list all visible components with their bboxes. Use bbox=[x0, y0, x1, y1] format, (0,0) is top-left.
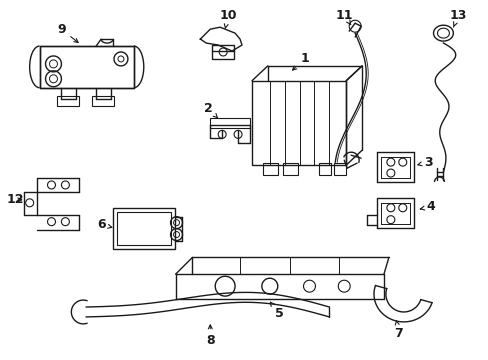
Bar bbox=[57, 96, 79, 105]
Bar bbox=[334, 163, 346, 175]
Bar bbox=[251, 81, 346, 165]
Bar bbox=[212, 45, 234, 59]
Bar bbox=[92, 96, 114, 105]
Text: 4: 4 bbox=[420, 200, 434, 213]
Bar bbox=[113, 208, 174, 249]
Text: 8: 8 bbox=[205, 325, 214, 347]
Text: 12: 12 bbox=[7, 193, 24, 206]
Text: 10: 10 bbox=[219, 9, 236, 28]
Bar bbox=[117, 212, 170, 246]
Text: 6: 6 bbox=[97, 218, 112, 231]
Text: 11: 11 bbox=[335, 9, 352, 24]
Bar bbox=[263, 163, 277, 175]
Text: 3: 3 bbox=[417, 156, 432, 168]
Text: 13: 13 bbox=[449, 9, 466, 27]
Bar bbox=[319, 163, 331, 175]
Text: 9: 9 bbox=[57, 23, 78, 42]
Bar bbox=[282, 163, 297, 175]
Bar bbox=[210, 118, 249, 129]
Text: 7: 7 bbox=[394, 321, 402, 340]
Text: 5: 5 bbox=[270, 302, 284, 320]
Bar bbox=[40, 46, 134, 88]
Text: 1: 1 bbox=[292, 53, 308, 70]
Text: 2: 2 bbox=[203, 102, 217, 118]
